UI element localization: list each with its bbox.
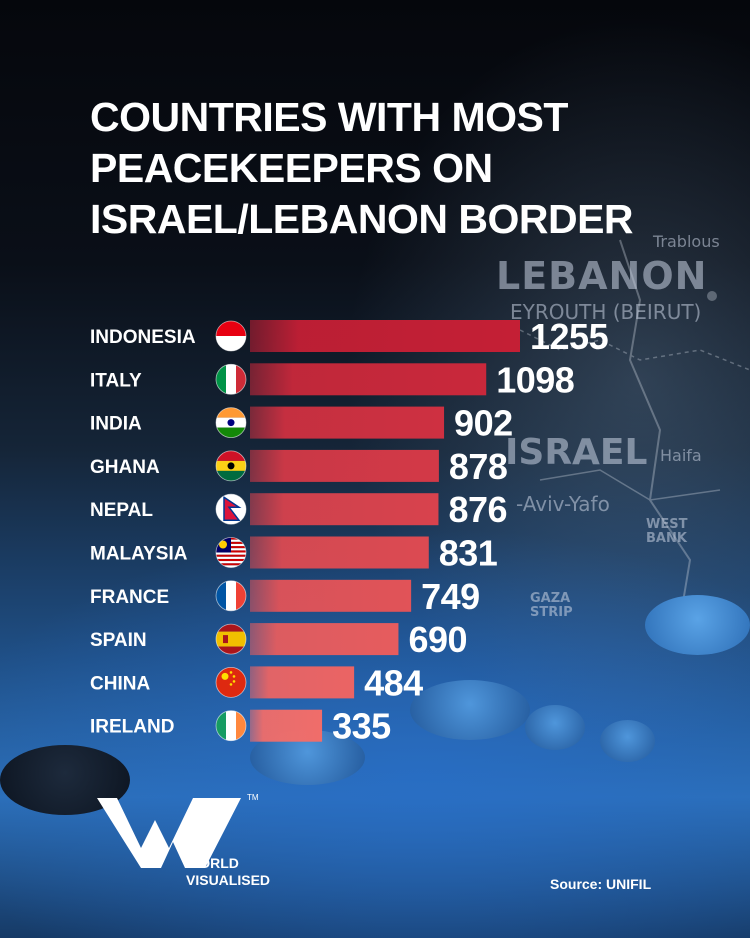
data-label: 749 — [421, 576, 480, 617]
map-label-haifa: Haifa — [660, 446, 702, 465]
map-label-west-bank: WEST BANK — [646, 517, 688, 546]
bar-india — [250, 406, 445, 439]
data-label: 902 — [454, 403, 513, 444]
source-note: Source: UNIFIL — [550, 876, 652, 892]
map-label-beirut: EYROUTH (BEIRUT) — [510, 300, 702, 324]
category-label: CHINA — [90, 673, 150, 694]
bar-china — [250, 666, 355, 699]
map-border-line — [539, 469, 721, 501]
data-label: 831 — [439, 533, 498, 574]
map-border-line — [619, 239, 692, 621]
title-line: ISRAEL/LEBANON BORDER — [90, 196, 634, 242]
bar-italy — [250, 363, 487, 396]
india-flag-icon — [215, 407, 247, 439]
helmet-shape — [600, 720, 655, 762]
bar-nepal — [250, 493, 439, 526]
indonesia-flag-icon — [215, 320, 247, 352]
category-label: SPAIN — [90, 630, 147, 651]
map-label-trablous: Trablous — [653, 232, 720, 251]
france-flag-icon — [215, 580, 247, 612]
bar-spain — [250, 623, 399, 656]
category-label: GHANA — [90, 457, 160, 478]
data-label: 690 — [408, 619, 467, 660]
category-label: INDONESIA — [90, 327, 196, 348]
data-label: 1255 — [530, 316, 609, 357]
data-label: 878 — [449, 446, 508, 487]
bar-ireland — [250, 709, 323, 742]
helmet-shape — [525, 705, 585, 750]
data-label: 335 — [332, 706, 391, 747]
nepal-flag-icon — [215, 493, 247, 525]
bar-indonesia — [250, 320, 520, 352]
data-label: 484 — [364, 662, 423, 703]
category-label: FRANCE — [90, 587, 169, 608]
map-star-icon — [707, 291, 717, 301]
brand-line: VISUALISED — [186, 872, 271, 888]
china-flag-icon — [215, 667, 247, 698]
world-visualised-logo: TM — [97, 793, 259, 868]
title-line: COUNTRIES WITH MOST — [90, 94, 568, 140]
helmet-shape — [410, 680, 530, 740]
map-label-gaza: GAZA STRIP — [530, 591, 573, 620]
page-title: COUNTRIES WITH MOST PEACEKEEPERS ON ISRA… — [90, 92, 710, 245]
category-label: IRELAND — [90, 717, 174, 738]
helmet-shape — [645, 595, 750, 655]
bar-malaysia — [250, 536, 429, 569]
map-border-line — [519, 329, 750, 371]
map-label-tel-aviv: -Aviv-Yafo — [516, 492, 610, 516]
spain-flag-icon — [215, 623, 247, 655]
logo-mark — [97, 798, 241, 868]
category-label: INDIA — [90, 414, 142, 435]
bar-ghana — [250, 449, 439, 482]
logo-tm: TM — [247, 793, 259, 802]
brand-name: WORLD VISUALISED — [186, 855, 270, 889]
category-label: MALAYSIA — [90, 544, 188, 565]
title-line: PEACEKEEPERS ON — [90, 145, 493, 191]
map-label-israel: ISRAEL — [505, 432, 648, 473]
map-label-lebanon: LEBANON — [496, 254, 708, 298]
data-label: 876 — [448, 489, 507, 530]
bar-france — [250, 579, 412, 612]
italy-flag-icon — [215, 363, 247, 395]
ireland-flag-icon — [215, 710, 247, 742]
brand-line: WORLD — [186, 855, 239, 871]
category-label: NEPAL — [90, 500, 153, 521]
category-label: ITALY — [90, 370, 142, 391]
malaysia-flag-icon — [215, 537, 247, 568]
ghana-flag-icon — [215, 450, 247, 482]
data-label: 1098 — [496, 359, 574, 400]
